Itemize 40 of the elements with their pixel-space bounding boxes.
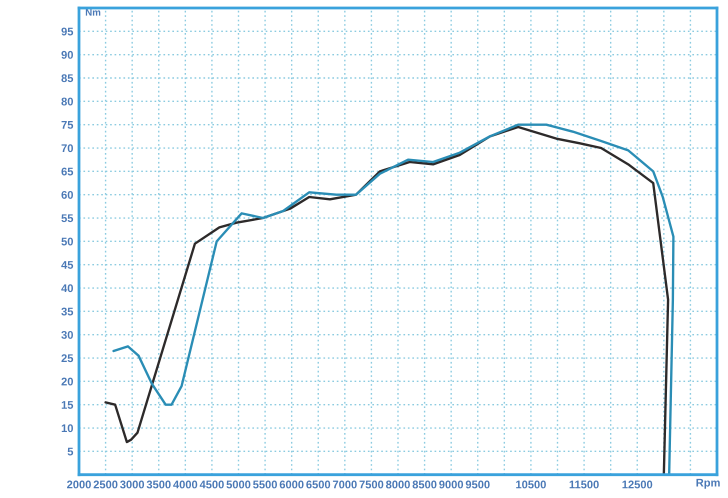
- x-tick-label: 2500: [94, 480, 118, 488]
- x-tick-label: 5000: [226, 480, 250, 488]
- y-tick-label: 85: [61, 74, 74, 82]
- y-tick-label: 35: [61, 308, 74, 316]
- x-tick-label: 4500: [200, 480, 224, 488]
- x-tick-label: 12500: [622, 480, 652, 488]
- y-tick-label: 15: [62, 401, 74, 409]
- x-tick-label: 2000: [67, 480, 91, 488]
- y-tick-label: 80: [61, 98, 73, 106]
- y-tick-label: 50: [61, 238, 73, 246]
- y-tick-label: 75: [62, 121, 74, 129]
- x-tick-label: 5500: [253, 480, 277, 488]
- x-tick-label: 9500: [466, 480, 490, 488]
- y-tick-label: 65: [61, 168, 74, 176]
- y-tick-label: 10: [62, 424, 73, 432]
- y-tick-label: 5: [68, 448, 74, 456]
- y-tick-label: 40: [61, 284, 73, 292]
- x-tick-label: 3500: [146, 480, 171, 488]
- y-tick-label: 95: [61, 28, 74, 36]
- y-tick-label: 55: [61, 214, 74, 222]
- x-tick-label: 6500: [306, 480, 330, 488]
- y-tick-label: 90: [61, 50, 73, 59]
- y-tick-label: 25: [61, 354, 74, 362]
- x-tick-label: 9000: [439, 480, 464, 488]
- x-tick-label: 7000: [332, 480, 357, 488]
- x-tick-label: 3000: [120, 480, 144, 488]
- y-axis-title: Nm: [86, 8, 100, 16]
- x-tick-label: 7500: [360, 480, 384, 488]
- x-tick-label: 8000: [386, 480, 410, 488]
- x-tick-label: 4000: [173, 480, 198, 488]
- x-axis-title: Rpm: [696, 478, 720, 489]
- y-tick-label: 70: [62, 144, 73, 152]
- x-tick-label: 10500: [516, 480, 546, 488]
- y-tick-label: 30: [61, 330, 73, 339]
- x-tick-label: 6000: [280, 480, 304, 488]
- x-tick-label: 8500: [412, 480, 436, 488]
- x-tick-label: 11500: [570, 480, 599, 488]
- y-tick-label: 45: [61, 261, 74, 269]
- y-tick-label: 60: [61, 190, 73, 199]
- y-tick-label: 20: [61, 378, 73, 386]
